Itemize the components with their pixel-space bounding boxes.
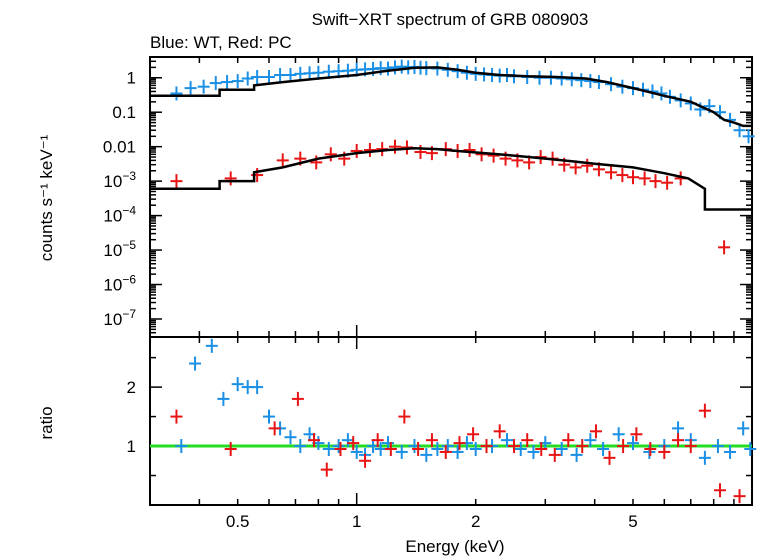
- y-tick-label: 10−3: [103, 169, 136, 191]
- y-tick-label: 10−6: [103, 273, 136, 295]
- y-tick-label: 0.01: [103, 138, 136, 157]
- panel-spectrum: 1 0.1 0.01 10−3 10−4 10−5 10−6 10−7: [103, 56, 755, 338]
- model-line: [150, 146, 752, 211]
- y-tick-label: 10−4: [103, 204, 136, 226]
- y-tick-label: 0.1: [112, 103, 136, 122]
- model-line: [150, 66, 752, 128]
- x-axis-label: Energy (keV): [405, 537, 504, 556]
- x-tick-label: 0.5: [226, 512, 250, 531]
- ratio-y-axis-label: ratio: [37, 406, 56, 439]
- y-tick-label: 2: [127, 378, 136, 397]
- x-tick-label: 1: [352, 512, 361, 531]
- x-tick-label: 5: [628, 512, 637, 531]
- y-tick-label: 1: [127, 437, 136, 456]
- panel-ratio: 12: [127, 336, 757, 506]
- y-tick-label: 10−5: [103, 238, 136, 260]
- spectrum-y-axis-label: counts s⁻¹ keV⁻¹: [37, 134, 56, 261]
- y-tick-label: 10−7: [103, 307, 136, 329]
- chart-title: Swift−XRT spectrum of GRB 080903: [312, 10, 589, 29]
- chart-subtitle: Blue: WT, Red: PC: [150, 33, 292, 52]
- x-tick-label: 2: [471, 512, 480, 531]
- ratio-frame: [149, 336, 753, 506]
- y-tick-label: 1: [127, 69, 136, 88]
